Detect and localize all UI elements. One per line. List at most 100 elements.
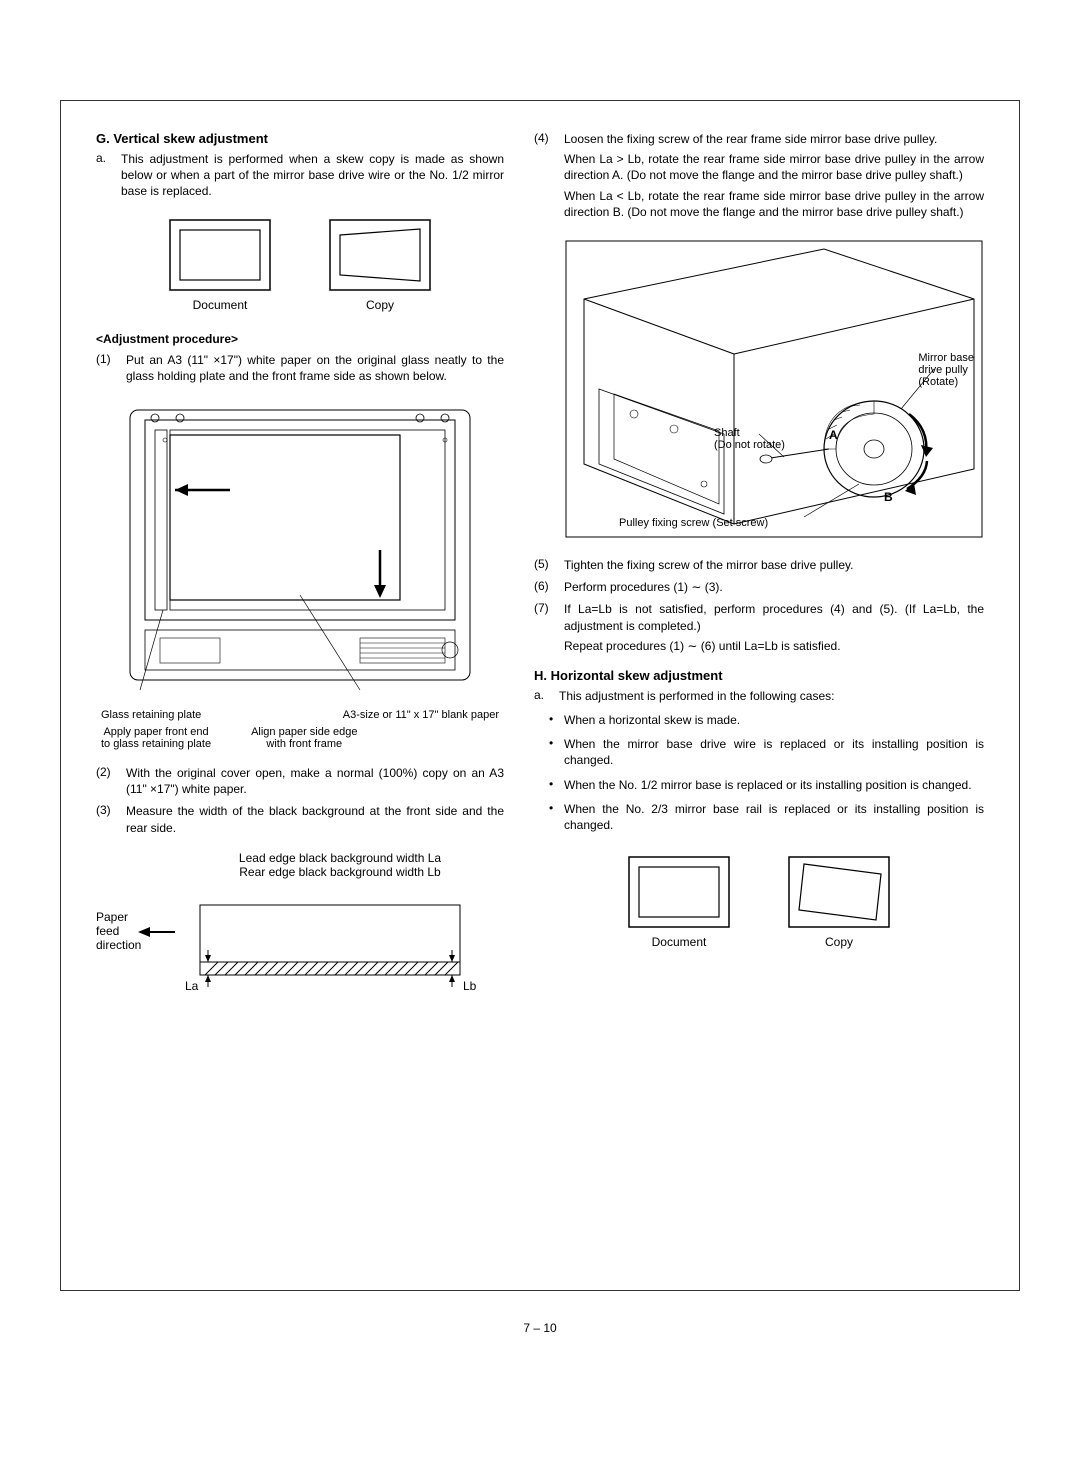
h-b4: When the No. 2/3 mirror base rail is rep… — [564, 801, 984, 833]
doc-copy-figure-g: Document Copy — [96, 215, 504, 312]
h-b1: When a horizontal skew is made. — [564, 712, 740, 728]
fig2-label-4b: with front frame — [251, 738, 357, 750]
h-document-icon — [624, 852, 734, 932]
step-5-text: Tighten the fixing screw of the mirror b… — [564, 557, 984, 573]
bullet-dot: • — [549, 712, 564, 732]
h-item-a: a. This adjustment is performed in the f… — [534, 688, 984, 704]
svg-text:B: B — [884, 490, 893, 504]
num-7: (7) — [534, 601, 564, 658]
h-a-text: This adjustment is performed in the foll… — [559, 688, 984, 704]
step-7a: If La=Lb is not satisfied, perform proce… — [564, 601, 984, 633]
h-bullet-3: • When the No. 1/2 mirror base is replac… — [549, 777, 984, 797]
fig2-label-right: A3-size or 11" x 17" blank paper — [343, 709, 499, 721]
shaft-1: Shaft — [714, 427, 785, 439]
page-footer: 7 – 10 — [60, 1321, 1020, 1335]
lalb-svg: La Lb — [100, 887, 500, 1007]
paper-2: feed — [96, 924, 141, 938]
step-4: (4) Loosen the fixing screw of the rear … — [534, 131, 984, 224]
h-copy-icon — [784, 852, 894, 932]
step-7-body: If La=Lb is not satisfied, perform proce… — [564, 601, 984, 658]
fig2-label-3b: to glass retaining plate — [101, 738, 211, 750]
step-4-body: Loosen the fixing screw of the rear fram… — [564, 131, 984, 224]
fig2-label-3a: Apply paper front end — [101, 726, 211, 738]
lalb-cap1: Lead edge black background width La — [176, 851, 504, 865]
paper-3: direction — [96, 938, 141, 952]
doc-copy-figure-h: Document Copy — [534, 852, 984, 949]
doc-fig: Document — [165, 215, 275, 312]
step-7b: Repeat procedures (1) ∼ (6) until La=Lb … — [564, 638, 984, 654]
lb-text: Lb — [463, 979, 477, 993]
fig2-label-3: Apply paper front end to glass retaining… — [101, 726, 211, 750]
h-copy-label: Copy — [784, 935, 894, 949]
h-bullet-2: • When the mirror base drive wire is rep… — [549, 736, 984, 772]
step-6-text: Perform procedures (1) ∼ (3). — [564, 579, 984, 595]
section-g-title: G. Vertical skew adjustment — [96, 131, 504, 146]
letter-a: a. — [96, 151, 121, 200]
h-doc-label: Document — [624, 935, 734, 949]
left-column: G. Vertical skew adjustment a. This adju… — [96, 131, 504, 1010]
page-border: G. Vertical skew adjustment a. This adju… — [60, 100, 1020, 1291]
fig2-label-4: Align paper side edge with front frame — [251, 726, 357, 750]
h-b2: When the mirror base drive wire is repla… — [564, 736, 984, 768]
fig2-label-stack: Apply paper front end to glass retaining… — [96, 726, 504, 750]
g-item-a: a. This adjustment is performed when a s… — [96, 151, 504, 200]
step-3-text: Measure the width of the black backgroun… — [126, 803, 504, 835]
section-h-title: H. Horizontal skew adjustment — [534, 668, 984, 683]
h-copy-fig: Copy — [784, 852, 894, 949]
lalb-captions: Lead edge black background width La Rear… — [176, 851, 504, 879]
pulley-figure: A B Mirror base drive pully (Rotate) Sha… — [564, 239, 984, 542]
step-3: (3) Measure the width of the black backg… — [96, 803, 504, 835]
lalb-cap2: Rear edge black background width Lb — [176, 865, 504, 879]
step-4-gt: When La > Lb, rotate the rear frame side… — [564, 151, 984, 183]
mirror-label: Mirror base drive pully (Rotate) — [918, 352, 974, 388]
g-a-text: This adjustment is performed when a skew… — [121, 151, 504, 200]
copy-label: Copy — [325, 298, 435, 312]
bullet-dot: • — [549, 801, 564, 837]
copier-top-svg — [100, 390, 500, 700]
paper-feed-label: Paper feed direction — [96, 910, 141, 952]
step-4-first: Loosen the fixing screw of the rear fram… — [564, 131, 984, 147]
paper-1: Paper — [96, 910, 141, 924]
la-text: La — [185, 979, 199, 993]
fig2-label-left: Glass retaining plate — [101, 709, 201, 721]
step-2: (2) With the original cover open, make a… — [96, 765, 504, 797]
num-5: (5) — [534, 557, 564, 573]
h-doc-fig: Document — [624, 852, 734, 949]
shaft-2: (Do not rotate) — [714, 439, 785, 451]
lalb-figure: Lead edge black background width La Rear… — [96, 851, 504, 1010]
step-7: (7) If La=Lb is not satisfied, perform p… — [534, 601, 984, 658]
num-1: (1) — [96, 352, 126, 384]
h-b3: When the No. 1/2 mirror base is replaced… — [564, 777, 972, 793]
step-5: (5) Tighten the fixing screw of the mirr… — [534, 557, 984, 573]
copier-figure: Glass retaining plate A3-size or 11" x 1… — [96, 390, 504, 750]
mirror-3: (Rotate) — [918, 376, 974, 388]
num-6: (6) — [534, 579, 564, 595]
doc-label: Document — [165, 298, 275, 312]
fig2-label-4a: Align paper side edge — [251, 726, 357, 738]
num-2: (2) — [96, 765, 126, 797]
step-1: (1) Put an A3 (11" ×17") white paper on … — [96, 352, 504, 384]
mirror-1: Mirror base — [918, 352, 974, 364]
copy-fig: Copy — [325, 215, 435, 312]
svg-text:A: A — [829, 428, 838, 442]
bullet-dot: • — [549, 777, 564, 797]
right-column: (4) Loosen the fixing screw of the rear … — [534, 131, 984, 1010]
mirror-2: drive pully — [918, 364, 974, 376]
copy-icon — [325, 215, 435, 295]
step-1-text: Put an A3 (11" ×17") white paper on the … — [126, 352, 504, 384]
step-4-lt: When La < Lb, rotate the rear frame side… — [564, 188, 984, 220]
document-icon — [165, 215, 275, 295]
bullet-dot: • — [549, 736, 564, 772]
h-bullet-4: • When the No. 2/3 mirror base rail is r… — [549, 801, 984, 837]
step-6: (6) Perform procedures (1) ∼ (3). — [534, 579, 984, 595]
fig2-label-row: Glass retaining plate A3-size or 11" x 1… — [96, 709, 504, 721]
pulley-label: Pulley fixing screw (Set screw) — [619, 517, 768, 529]
h-bullet-1: • When a horizontal skew is made. — [549, 712, 984, 732]
h-letter-a: a. — [534, 688, 559, 704]
num-3: (3) — [96, 803, 126, 835]
step-2-text: With the original cover open, make a nor… — [126, 765, 504, 797]
shaft-label: Shaft (Do not rotate) — [714, 427, 785, 451]
proc-title: <Adjustment procedure> — [96, 332, 504, 346]
pulley-svg: A B — [564, 239, 984, 539]
num-4: (4) — [534, 131, 564, 224]
